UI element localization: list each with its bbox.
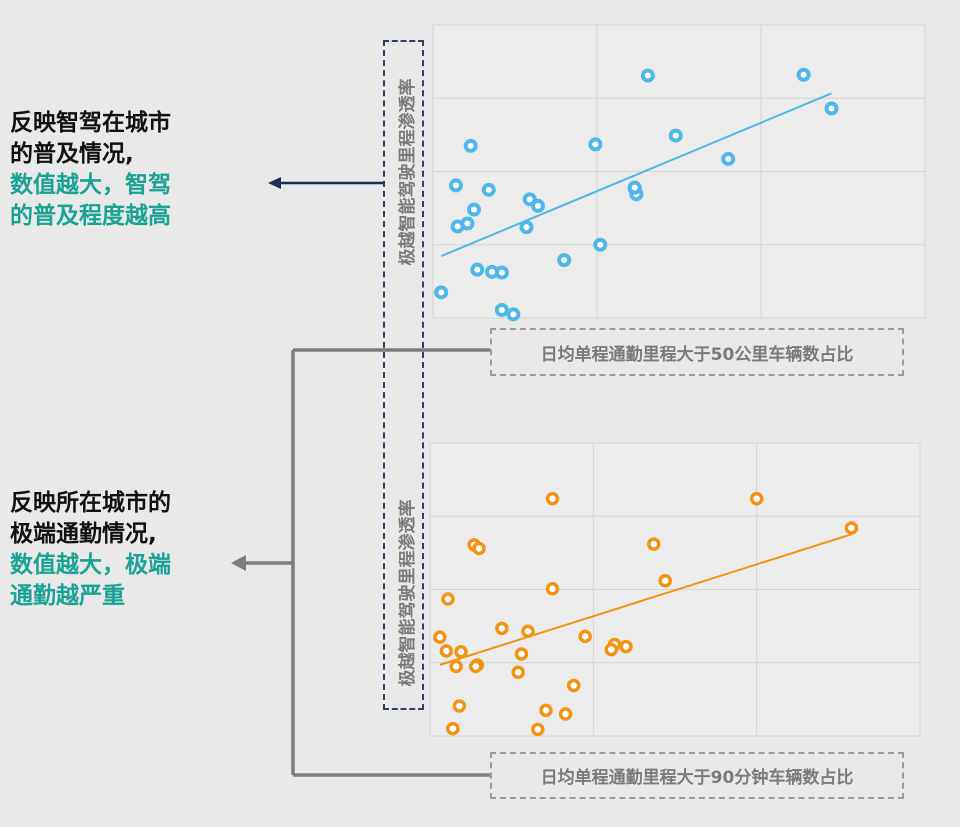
arrow-bottom [231, 555, 293, 571]
note-bottom: 反映所在城市的 极端通勤情况, 数值越大，极端 通勤越严重 [10, 488, 171, 612]
note-top-line1: 反映智驾在城市 [10, 110, 171, 136]
data-point [433, 630, 447, 644]
data-point [448, 178, 463, 193]
data-point [494, 265, 509, 280]
data-point [558, 707, 573, 721]
data-point [522, 192, 537, 207]
data-point [619, 639, 633, 654]
data-point [647, 537, 661, 551]
data-point [545, 582, 560, 596]
data-point [545, 491, 560, 506]
note-bottom-line3: 数值越大，极端 [10, 552, 171, 578]
data-point [749, 491, 764, 506]
data-point [467, 202, 481, 217]
data-point [452, 699, 467, 713]
trendline-bottom [439, 533, 852, 666]
data-point [463, 138, 478, 153]
data-point [588, 137, 603, 152]
data-point [824, 101, 839, 116]
data-point [511, 665, 525, 680]
data-point [472, 541, 486, 556]
data-point [844, 521, 859, 535]
note-bottom-line1: 反映所在城市的 [10, 490, 171, 516]
data-point [514, 647, 529, 661]
data-point [658, 573, 672, 588]
y-axis-label-bottom: 极越智能驾驶里程渗透率 [398, 499, 418, 687]
data-point [519, 220, 534, 235]
data-point [796, 67, 811, 82]
data-point [640, 68, 655, 83]
trendline [440, 92, 832, 258]
data-point [521, 624, 535, 639]
data-point [446, 721, 460, 736]
data-point [481, 182, 496, 197]
data-point [530, 198, 545, 213]
note-bottom-line4: 通勤越严重 [10, 583, 125, 609]
data-point [495, 621, 509, 636]
arrow-top [268, 177, 383, 189]
data-point [439, 644, 454, 658]
note-top-line4: 的普及程度越高 [10, 203, 171, 229]
data-point [460, 216, 475, 231]
data-point [721, 152, 736, 167]
data-point [668, 128, 683, 143]
data-point [531, 722, 545, 737]
data-point [468, 659, 483, 674]
data-point [449, 659, 463, 674]
data-point [604, 642, 619, 657]
note-top: 反映智驾在城市 的普及情况, 数值越大，智驾 的普及程度越高 [10, 108, 171, 232]
data-point [578, 629, 592, 644]
data-point [566, 678, 581, 693]
data-point [557, 253, 572, 268]
trendline [439, 533, 852, 666]
points-top [434, 67, 839, 322]
grid-top [432, 24, 926, 319]
x-axis-label-top: 日均单程通勤里程大于50公里车辆数占比 [490, 328, 904, 376]
x-axis-label-bottom: 日均单程通勤里程大于90分钟车辆数占比 [490, 752, 904, 799]
y-axis-label-frame [383, 40, 424, 710]
data-point [593, 237, 608, 252]
note-top-line3: 数值越大，智驾 [10, 172, 171, 198]
data-point [434, 285, 449, 300]
data-point [494, 302, 509, 317]
data-point [506, 307, 521, 322]
data-point [454, 645, 468, 659]
trendline-top [440, 92, 832, 258]
note-bottom-line2: 极端通勤情况, [10, 521, 157, 547]
data-point [441, 592, 455, 606]
y-axis-label-top: 极越智能驾驶里程渗透率 [398, 78, 418, 266]
note-top-line2: 的普及情况, [10, 141, 134, 167]
data-point [627, 180, 642, 195]
data-point [470, 262, 485, 277]
points-bottom [433, 491, 859, 737]
data-point [539, 703, 553, 718]
